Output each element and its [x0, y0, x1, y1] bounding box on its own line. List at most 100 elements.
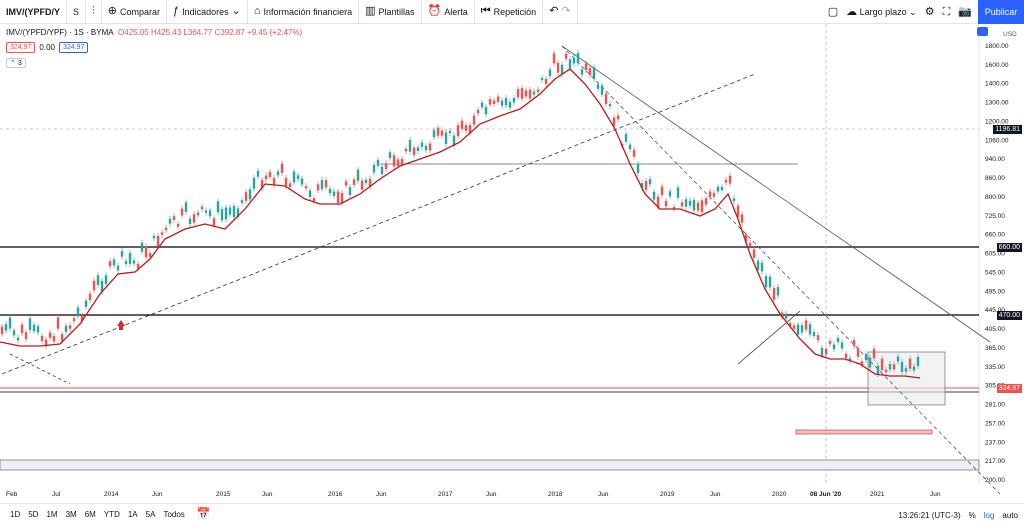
candle-body	[16, 337, 20, 341]
candle-body	[124, 261, 128, 264]
candle-body	[264, 175, 268, 180]
y-tick-label: 305.00	[985, 383, 1005, 390]
y-tick-label: 237.00	[985, 439, 1005, 446]
candle-body	[80, 315, 84, 322]
candle-body	[788, 323, 792, 327]
gear-icon[interactable]: ⚙	[924, 5, 935, 18]
financial-label: Información financiera	[263, 6, 353, 17]
range-button[interactable]: 5D	[28, 510, 39, 519]
candle-body	[8, 317, 12, 329]
candle-body	[452, 135, 456, 146]
undo-redo[interactable]: ↶ ↷	[543, 0, 578, 24]
candle-body	[60, 334, 64, 341]
crosshair-price: 1196.81	[993, 125, 1022, 134]
layout-button[interactable]: ☁ Largo plazo ⌄	[846, 5, 917, 18]
candle-body	[916, 356, 920, 366]
alert-button[interactable]: ⏰ Alerta	[422, 0, 475, 24]
camera-icon[interactable]: 📷	[958, 5, 972, 18]
range-button[interactable]: YTD	[103, 510, 120, 519]
templates-button[interactable]: ▥ Plantillas	[359, 0, 422, 24]
candle-body	[280, 163, 284, 173]
candle-body	[424, 145, 428, 151]
undo-icon[interactable]: ↶	[549, 5, 559, 17]
x-tick-label: 2018	[548, 491, 563, 498]
candle-body	[544, 78, 548, 85]
range-button[interactable]: 5A	[145, 510, 156, 519]
candle-body	[612, 117, 616, 126]
candle-body	[212, 218, 216, 226]
candle-body	[192, 214, 196, 223]
candle-body	[864, 354, 868, 361]
chart-type-button[interactable]: ⫶	[86, 0, 102, 24]
candle-body	[560, 64, 564, 75]
candle-body	[872, 348, 876, 359]
candle-body	[628, 144, 632, 150]
candle-body	[640, 183, 644, 189]
candle-body	[580, 69, 584, 75]
candle-body	[196, 212, 200, 216]
y-tick-label: 405.00	[985, 326, 1005, 333]
candle-body	[352, 179, 356, 185]
indicators-button[interactable]: ƒ Indicadores ⌄	[167, 0, 248, 24]
price-badge-2[interactable]: 324.97	[59, 42, 89, 53]
candle-body	[596, 84, 600, 89]
y-tick-label: 335.00	[985, 364, 1005, 371]
candle-body	[812, 332, 816, 337]
candle-body	[508, 102, 512, 108]
range-button[interactable]: Todos	[163, 510, 185, 519]
y-tick-label: 217.00	[985, 458, 1005, 465]
candle-body	[244, 192, 248, 201]
candle-body	[616, 115, 620, 120]
fullscreen-icon[interactable]: ⛶	[942, 5, 951, 18]
x-tick-label: Jun	[486, 491, 497, 498]
x-tick-label: Jul	[52, 491, 61, 498]
candle-body	[724, 179, 728, 183]
redo-icon[interactable]: ↷	[561, 5, 571, 17]
candle-body	[712, 193, 716, 197]
range-button[interactable]: 1A	[127, 510, 138, 519]
candle-body	[660, 186, 664, 196]
calendar-icon[interactable]: 📅	[196, 508, 211, 520]
candle-body	[716, 186, 720, 192]
range-button[interactable]: 3M	[65, 510, 77, 519]
candle-body	[532, 91, 536, 95]
collapse-indicators[interactable]: ⌃ 3	[6, 58, 26, 68]
candle-body	[448, 130, 452, 134]
candle-body	[308, 190, 312, 198]
log-toggle[interactable]: log	[983, 510, 995, 520]
symbol-search[interactable]: IMV/(YPFD/Y	[0, 0, 68, 24]
candle-body	[756, 260, 760, 270]
compare-button[interactable]: ⊕ Comparar	[102, 0, 168, 24]
candle-body	[180, 208, 184, 216]
templates-label: Plantillas	[378, 6, 415, 17]
publish-button[interactable]: Publicar	[978, 0, 1024, 24]
financial-button[interactable]: ⌂ Información financiera	[248, 0, 360, 24]
range-button[interactable]: 1M	[46, 510, 58, 519]
candle-body	[432, 130, 436, 138]
candle-body	[152, 235, 156, 239]
interval-button[interactable]: S	[67, 0, 87, 24]
legend: IMV/(YPFD/YPF) · 1S · BYMA O425.05 H425.…	[6, 28, 302, 53]
candle-body	[188, 218, 192, 225]
percent-toggle[interactable]: %	[968, 510, 976, 520]
range-button[interactable]: 6M	[84, 510, 96, 519]
price-badge[interactable]: 324.97	[6, 42, 36, 53]
current-price-label: 324.97	[996, 384, 1022, 393]
candle-body	[28, 318, 32, 330]
price-chart[interactable]: 1800.00 1600.00 1400.00 1300.00 1200.00 1060.…	[0, 24, 1024, 503]
candle-body	[356, 169, 360, 181]
range-button[interactable]: 1D	[10, 510, 21, 519]
candle-body	[148, 253, 152, 257]
candle-body	[344, 181, 348, 186]
up-arrow-icon	[117, 320, 125, 330]
square-icon[interactable]: ▢	[827, 5, 839, 18]
candle-body	[364, 179, 368, 184]
candle-body	[392, 155, 396, 167]
candle-body	[108, 261, 112, 267]
y-tick-label: 800.00	[985, 194, 1005, 201]
candle-body	[668, 191, 672, 197]
auto-toggle[interactable]: auto	[1002, 510, 1018, 520]
replay-button[interactable]: ⏮ Repetición	[475, 0, 544, 24]
time-display[interactable]: 13:26:21 (UTC-3)	[898, 510, 961, 520]
candle-body	[548, 69, 552, 76]
